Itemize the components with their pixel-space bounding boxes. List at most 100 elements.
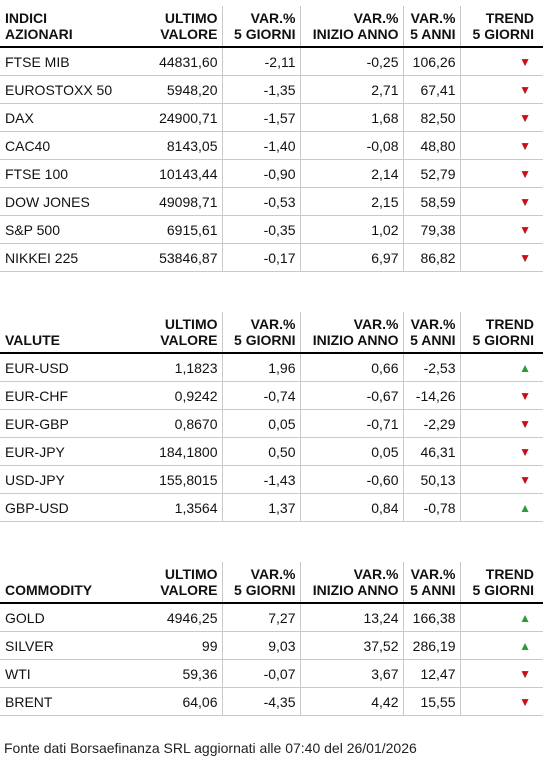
trend-down-icon: ▼ [519, 473, 531, 487]
instrument-name: GBP-USD [0, 493, 150, 522]
trend-cell: ▲ [460, 631, 543, 660]
last-value: 0,8670 [150, 409, 223, 438]
indices-section: INDICI AZIONARI ULTIMO VALORE VAR.% 5 GIORNI V… [0, 6, 543, 272]
header-col1-line2: VALORE [160, 26, 218, 42]
header-col4: VAR.% 5 ANNI [403, 312, 461, 354]
indices-title-line2: AZIONARI [5, 26, 73, 42]
instrument-name: EUR-GBP [0, 409, 150, 438]
table-row: NIKKEI 225 53846,87 -0,17 6,97 86,82 ▼ [0, 243, 543, 272]
var-ytd: -0,60 [300, 465, 404, 494]
var-5-days: -1,57 [222, 103, 301, 132]
var-5-years: -2,53 [403, 353, 461, 382]
commodities-header-row: COMMODITY ULTIMO VALORE VAR.% 5 GIORNI VAR.% I… [0, 562, 543, 604]
last-value: 1,3564 [150, 493, 223, 522]
table-row: SILVER 99 9,03 37,52 286,19 ▲ [0, 631, 543, 660]
trend-up-icon: ▲ [519, 639, 531, 653]
var-ytd: 0,05 [300, 437, 404, 466]
trend-up-icon: ▲ [519, 361, 531, 375]
currencies-body: EUR-USD 1,1823 1,96 0,66 -2,53 ▲ EUR-CHF 0,9242… [0, 353, 543, 522]
var-5-days: -4,35 [222, 687, 301, 716]
instrument-name: EUR-JPY [0, 437, 150, 466]
trend-cell: ▼ [460, 381, 543, 410]
var-5-years: -2,29 [403, 409, 461, 438]
trend-up-icon: ▲ [519, 501, 531, 515]
var-5-years: 82,50 [403, 103, 461, 132]
last-value: 59,36 [150, 659, 223, 688]
trend-down-icon: ▼ [519, 167, 531, 181]
indices-title: INDICI AZIONARI [0, 6, 150, 48]
trend-cell: ▼ [460, 465, 543, 494]
var-ytd: 3,67 [300, 659, 404, 688]
var-5-years: 12,47 [403, 659, 461, 688]
last-value: 99 [150, 631, 223, 660]
last-value: 5948,20 [150, 75, 223, 104]
var-ytd: 13,24 [300, 603, 404, 632]
trend-down-icon: ▼ [519, 667, 531, 681]
var-5-years: 15,55 [403, 687, 461, 716]
var-5-days: -0,07 [222, 659, 301, 688]
header-col2: VAR.% 5 GIORNI [222, 562, 301, 604]
instrument-name: EUR-USD [0, 353, 150, 382]
instrument-name: USD-JPY [0, 465, 150, 494]
data-source-footer: Fonte dati Borsaefinanza SRL aggiornati … [4, 740, 417, 756]
indices-header-row: INDICI AZIONARI ULTIMO VALORE VAR.% 5 GIORNI V… [0, 6, 543, 48]
commodities-title: COMMODITY [0, 562, 150, 604]
var-5-days: -0,90 [222, 159, 301, 188]
table-row: DOW JONES 49098,71 -0,53 2,15 58,59 ▼ [0, 187, 543, 216]
header-col1-line1: ULTIMO [164, 566, 218, 582]
table-row: GOLD 4946,25 7,27 13,24 166,38 ▲ [0, 603, 543, 632]
header-col1: ULTIMO VALORE [150, 312, 223, 354]
trend-down-icon: ▼ [519, 139, 531, 153]
var-5-days: -0,53 [222, 187, 301, 216]
trend-cell: ▼ [460, 659, 543, 688]
last-value: 6915,61 [150, 215, 223, 244]
var-5-days: -0,35 [222, 215, 301, 244]
var-ytd: 1,02 [300, 215, 404, 244]
header-col1-line1: ULTIMO [164, 316, 218, 332]
header-col2-line1: VAR.% [250, 566, 296, 582]
var-ytd: -0,08 [300, 131, 404, 160]
currencies-title: VALUTE [0, 312, 150, 354]
var-5-years: 86,82 [403, 243, 461, 272]
var-5-years: 48,80 [403, 131, 461, 160]
instrument-name: S&P 500 [0, 215, 150, 244]
trend-cell: ▼ [460, 215, 543, 244]
last-value: 53846,87 [150, 243, 223, 272]
trend-cell: ▼ [460, 409, 543, 438]
var-5-days: -0,74 [222, 381, 301, 410]
instrument-name: BRENT [0, 687, 150, 716]
table-row: FTSE 100 10143,44 -0,90 2,14 52,79 ▼ [0, 159, 543, 188]
var-5-days: 0,05 [222, 409, 301, 438]
table-row: EUR-CHF 0,9242 -0,74 -0,67 -14,26 ▼ [0, 381, 543, 410]
trend-down-icon: ▼ [519, 695, 531, 709]
header-col5-line2: 5 GIORNI [472, 582, 534, 598]
last-value: 64,06 [150, 687, 223, 716]
header-col3-line1: VAR.% [353, 566, 399, 582]
var-5-years: 50,13 [403, 465, 461, 494]
currencies-section: VALUTE ULTIMO VALORE VAR.% 5 GIORNI VAR.% INIZ… [0, 312, 543, 522]
var-ytd: 4,42 [300, 687, 404, 716]
var-5-years: 166,38 [403, 603, 461, 632]
trend-down-icon: ▼ [519, 55, 531, 69]
var-5-days: -1,35 [222, 75, 301, 104]
table-row: BRENT 64,06 -4,35 4,42 15,55 ▼ [0, 687, 543, 716]
header-col3-line2: INIZIO ANNO [312, 26, 399, 42]
header-col2-line2: 5 GIORNI [234, 26, 296, 42]
trend-down-icon: ▼ [519, 389, 531, 403]
trend-down-icon: ▼ [519, 111, 531, 125]
header-col2-line1: VAR.% [250, 10, 296, 26]
table-row: USD-JPY 155,8015 -1,43 -0,60 50,13 ▼ [0, 465, 543, 494]
var-5-days: 1,37 [222, 493, 301, 522]
var-ytd: 0,84 [300, 493, 404, 522]
header-col4: VAR.% 5 ANNI [403, 562, 461, 604]
trend-cell: ▼ [460, 243, 543, 272]
var-5-days: -1,40 [222, 131, 301, 160]
last-value: 10143,44 [150, 159, 223, 188]
header-col4-line1: VAR.% [410, 566, 456, 582]
trend-down-icon: ▼ [519, 195, 531, 209]
header-col5: TREND 5 GIORNI [460, 312, 543, 354]
var-ytd: 37,52 [300, 631, 404, 660]
commodities-section: COMMODITY ULTIMO VALORE VAR.% 5 GIORNI VAR.% I… [0, 562, 543, 716]
instrument-name: GOLD [0, 603, 150, 632]
commodities-title-line2: COMMODITY [5, 582, 93, 598]
